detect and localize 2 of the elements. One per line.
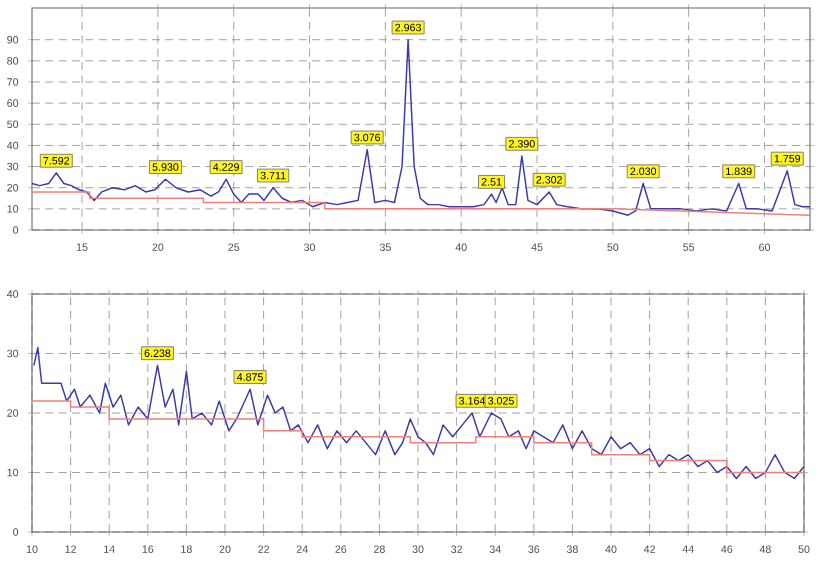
line-series <box>31 400 805 474</box>
line-series <box>31 191 811 216</box>
